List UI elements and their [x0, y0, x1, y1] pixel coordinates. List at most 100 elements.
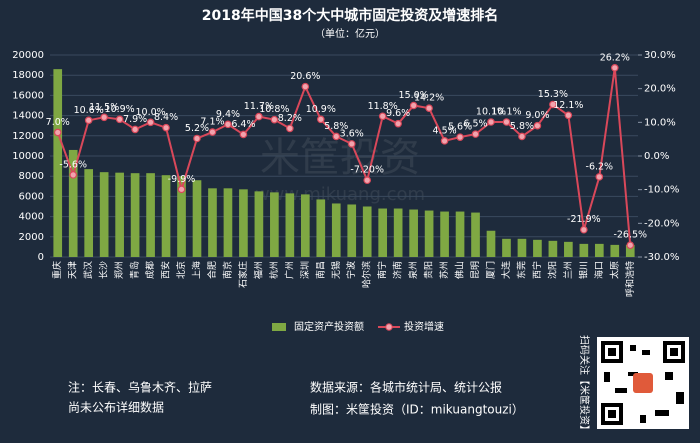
- bar: [316, 199, 326, 257]
- line-marker: [580, 225, 588, 234]
- bar: [393, 208, 403, 257]
- line-marker: [239, 130, 248, 139]
- x-tick-label: 重庆: [51, 261, 63, 279]
- line-marker: [208, 128, 217, 136]
- bar: [331, 203, 341, 257]
- x-tick-label: 南昌: [314, 261, 326, 279]
- bar: [270, 192, 279, 257]
- source: 数据来源：各城市统计局、统计公报: [310, 380, 502, 395]
- x-tick-label: 西安: [160, 261, 172, 279]
- data-label: 10.1%: [476, 106, 506, 117]
- data-label: 11.5%: [89, 102, 119, 113]
- data-label: 15.3%: [538, 89, 568, 100]
- data-label: 3.6%: [340, 128, 364, 139]
- x-tick-label: 成都: [144, 261, 156, 279]
- data-label: 9.6%: [386, 108, 410, 119]
- x-tick-label: 广州: [283, 261, 295, 279]
- y-tick-label: 18000: [12, 70, 44, 81]
- line-marker: [610, 63, 619, 72]
- data-label: -7.20%: [350, 165, 384, 176]
- data-label: 10.9%: [306, 104, 336, 115]
- qr-caption: 扫码关注【米筐投资】: [578, 335, 591, 435]
- legend-swatch: [385, 323, 393, 331]
- bar: [115, 172, 124, 257]
- data-label: 6.5%: [463, 119, 487, 130]
- data-label: -6.2%: [586, 161, 614, 172]
- data-label: 7.0%: [46, 117, 70, 128]
- line-marker: [224, 120, 232, 129]
- x-tick-label: 合肥: [206, 261, 218, 279]
- data-label: -26.5%: [613, 230, 647, 241]
- line-marker: [425, 104, 433, 112]
- bar: [610, 244, 620, 257]
- data-label: 26.2%: [600, 52, 630, 63]
- data-label: 10.9%: [105, 104, 135, 115]
- bar: [239, 189, 248, 257]
- line-marker: [332, 132, 341, 141]
- bar: [579, 243, 589, 257]
- y2-tick-label: 20.0%: [644, 84, 676, 95]
- line-marker: [162, 123, 170, 132]
- y-tick-label: 20000: [12, 50, 44, 61]
- note: 尚未公布详细数据: [68, 400, 164, 415]
- watermark: 米筐投资: [260, 135, 420, 181]
- note: 注：长春、乌鲁木齐、拉萨: [68, 380, 212, 395]
- line-marker: [69, 171, 78, 179]
- line-marker: [131, 125, 139, 134]
- x-tick-label: 无锡: [331, 261, 342, 279]
- y2-tick-label: -30.0%: [644, 252, 679, 263]
- y2-tick-label: 0.0%: [644, 151, 669, 162]
- bar: [378, 208, 388, 257]
- bar: [564, 241, 573, 257]
- line-marker: [270, 115, 279, 124]
- y-tick-label: 16000: [12, 90, 44, 101]
- x-tick-label: 厦门: [485, 261, 497, 279]
- y-tick-label: 8000: [19, 171, 44, 182]
- y2-tick-label: 10.0%: [644, 117, 676, 128]
- data-label: -21.9%: [567, 214, 601, 225]
- legend-label: 投资增速: [404, 320, 444, 333]
- x-tick-label: 呼和浩特: [624, 261, 636, 297]
- line-marker: [595, 173, 604, 181]
- x-tick-label: 太原: [608, 261, 620, 279]
- bar: [533, 239, 542, 257]
- line-marker: [487, 118, 495, 126]
- bar: [223, 188, 233, 257]
- line-marker: [456, 133, 464, 141]
- x-tick-label: 武汉: [82, 261, 94, 279]
- bar: [130, 173, 140, 257]
- x-tick-label: 宁波: [345, 261, 357, 279]
- bar: [53, 69, 63, 257]
- line-marker: [255, 112, 263, 121]
- data-label: 20.6%: [290, 71, 320, 82]
- bar: [486, 230, 496, 257]
- bar: [625, 244, 635, 257]
- line-marker: [53, 128, 62, 137]
- data-label: 8.2%: [278, 113, 302, 124]
- x-tick-label: 银川: [577, 261, 589, 279]
- chart-title: 2018年中国38个大中城市固定投资及增速排名: [202, 7, 498, 24]
- x-tick-label: 沈阳: [546, 261, 558, 279]
- x-tick-label: 南宁: [376, 261, 388, 279]
- credit: 制图：米筐投资（ID：mikuangtouzi）: [310, 402, 524, 417]
- bar: [285, 193, 295, 257]
- y-tick-label: 0: [38, 252, 44, 263]
- bar: [84, 169, 94, 257]
- data-label: 12.1%: [553, 100, 583, 111]
- data-label: 5.8%: [510, 121, 534, 132]
- x-tick-label: 上海: [191, 261, 203, 279]
- line-marker: [316, 115, 325, 124]
- data-label: 10.1%: [491, 106, 521, 117]
- line-marker: [409, 101, 418, 110]
- bar: [471, 212, 480, 257]
- x-tick-label: 苏州: [438, 261, 450, 279]
- bar: [161, 175, 171, 257]
- bar: [517, 238, 527, 257]
- data-label: 7.9%: [123, 114, 147, 125]
- x-tick-label: 青岛: [129, 261, 141, 279]
- x-tick-label: 东莞: [515, 261, 527, 279]
- line-marker: [378, 112, 387, 121]
- bar: [192, 180, 202, 257]
- x-tick-label: 长沙: [98, 261, 110, 279]
- bar: [409, 209, 418, 257]
